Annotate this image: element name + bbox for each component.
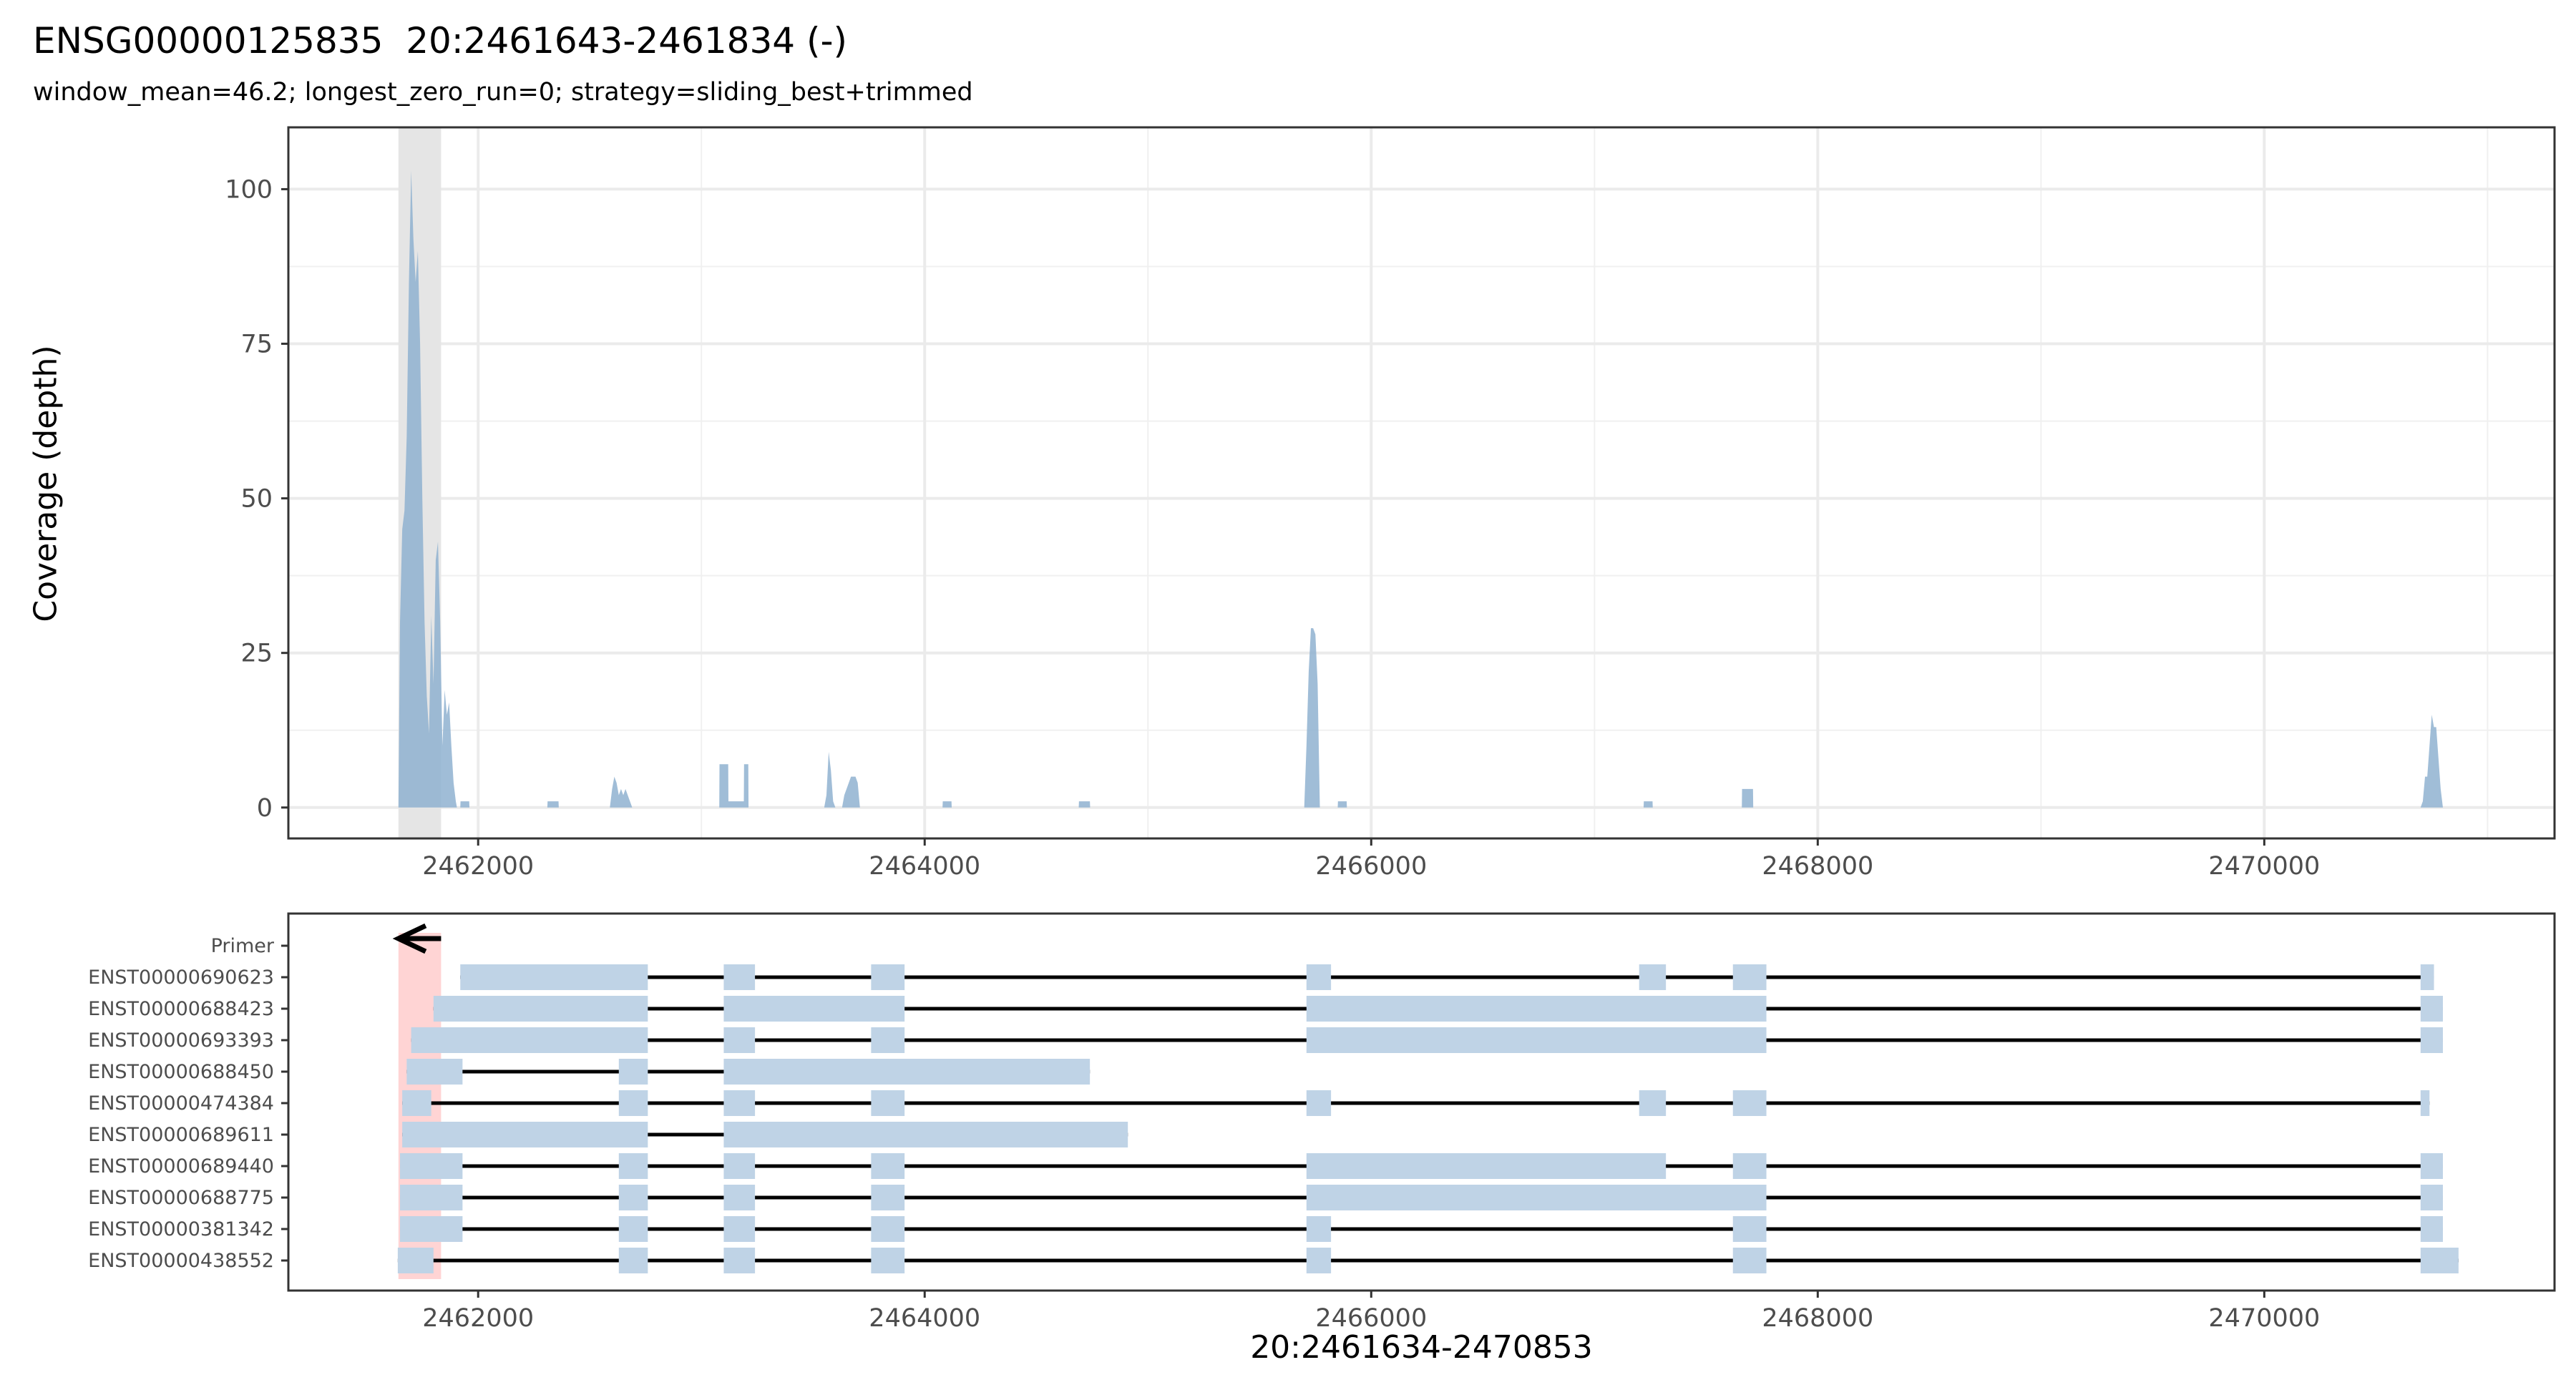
exon — [871, 1216, 905, 1242]
transcript-label: ENST00000688423 — [88, 998, 274, 1020]
exon — [723, 1216, 756, 1242]
transcript-label: ENST00000438552 — [88, 1250, 274, 1272]
exon — [723, 1248, 756, 1273]
exon — [1306, 964, 1332, 990]
exon — [618, 1185, 648, 1210]
exon — [2420, 1090, 2430, 1116]
exon — [460, 964, 648, 990]
exon — [1306, 996, 1767, 1022]
exon — [618, 1248, 648, 1273]
exon — [723, 1027, 756, 1053]
coverage-panel: 0 25 50 75 100 2462000 2464000 2466000 2468000 24… — [225, 126, 2556, 881]
y-tick-label: 75 — [240, 331, 273, 359]
exon — [1306, 1216, 1332, 1242]
exon — [1639, 1090, 1667, 1116]
exon — [618, 1153, 648, 1179]
x-tick-label: 2470000 — [2208, 1304, 2320, 1333]
exon — [433, 996, 648, 1022]
x-axis-label: 20:2461634-2470853 — [1250, 1329, 1593, 1366]
transcript-label: ENST00000688450 — [88, 1061, 274, 1083]
y-tick-label: 100 — [225, 175, 273, 204]
exon — [1732, 1216, 1767, 1242]
transcript-label: ENST00000693393 — [88, 1029, 274, 1052]
exon — [406, 1059, 463, 1085]
x-tick-label: 2464000 — [869, 852, 980, 881]
exon — [1306, 1248, 1332, 1273]
x-tick-label: 2468000 — [1762, 1304, 1873, 1333]
exon — [1306, 1027, 1767, 1053]
exon — [871, 1248, 905, 1273]
exon — [723, 1122, 1128, 1147]
transcript-label: ENST00000689611 — [88, 1124, 274, 1146]
x-tick-label: 2466000 — [1315, 1304, 1427, 1333]
exon — [723, 1153, 756, 1179]
primer-label: Primer — [211, 935, 275, 957]
x-tick-label: 2466000 — [1315, 852, 1427, 881]
exon — [1306, 1185, 1767, 1210]
x-tick-label: 2464000 — [869, 1304, 980, 1333]
transcript-label: ENST00000690623 — [88, 966, 274, 989]
exon — [1732, 1090, 1767, 1116]
exon — [723, 996, 905, 1022]
exon — [402, 1090, 431, 1116]
chart-subtitle: window_mean=46.2; longest_zero_run=0; st… — [33, 78, 973, 107]
exon — [397, 1248, 434, 1273]
exon — [2420, 964, 2434, 990]
exon — [2420, 1153, 2443, 1179]
transcript-panel: Primer ENST00000690623 ENST00000688423 ENST… — [88, 912, 2556, 1333]
y-tick-label: 25 — [240, 640, 273, 668]
x-tick-label: 2462000 — [422, 852, 534, 881]
exon — [871, 964, 905, 990]
y-tick-label: 50 — [240, 485, 273, 514]
exon — [723, 1185, 756, 1210]
exon — [402, 1122, 648, 1147]
exon — [1732, 964, 1767, 990]
exon — [2420, 1185, 2443, 1210]
exon — [2420, 1248, 2459, 1273]
exon — [400, 1216, 463, 1242]
x-tick-label: 2470000 — [2208, 852, 2320, 881]
exon — [1639, 964, 1667, 990]
exon — [2420, 1027, 2443, 1053]
exon — [1306, 1153, 1667, 1179]
exon — [400, 1153, 463, 1179]
exon — [723, 964, 756, 990]
exon — [400, 1185, 463, 1210]
y-tick-label: 0 — [257, 794, 273, 823]
x-tick-label: 2462000 — [422, 1304, 534, 1333]
chart-title: ENSG00000125835 20:2461643-2461834 (-) — [33, 20, 848, 62]
coverage-panel-border — [287, 126, 2556, 840]
exon — [618, 1216, 648, 1242]
exon — [2420, 996, 2443, 1022]
transcript-label: ENST00000688775 — [88, 1187, 274, 1209]
exon — [871, 1185, 905, 1210]
exon — [618, 1090, 648, 1116]
exon — [723, 1059, 1091, 1085]
exon — [871, 1027, 905, 1053]
exon — [411, 1027, 648, 1053]
x-tick-label: 2468000 — [1762, 852, 1873, 881]
transcript-label: ENST00000474384 — [88, 1092, 274, 1115]
exon — [723, 1090, 756, 1116]
primer-arrow-head — [392, 923, 427, 954]
transcript-label: ENST00000689440 — [88, 1155, 274, 1178]
exon — [618, 1059, 648, 1085]
coverage-panel-background — [288, 127, 2555, 838]
exon — [2420, 1216, 2443, 1242]
exon — [1306, 1090, 1332, 1116]
exon — [871, 1153, 905, 1179]
exon — [1732, 1153, 1767, 1179]
exon — [1732, 1248, 1767, 1273]
exon — [871, 1090, 905, 1116]
transcript-label: ENST00000381342 — [88, 1218, 274, 1240]
